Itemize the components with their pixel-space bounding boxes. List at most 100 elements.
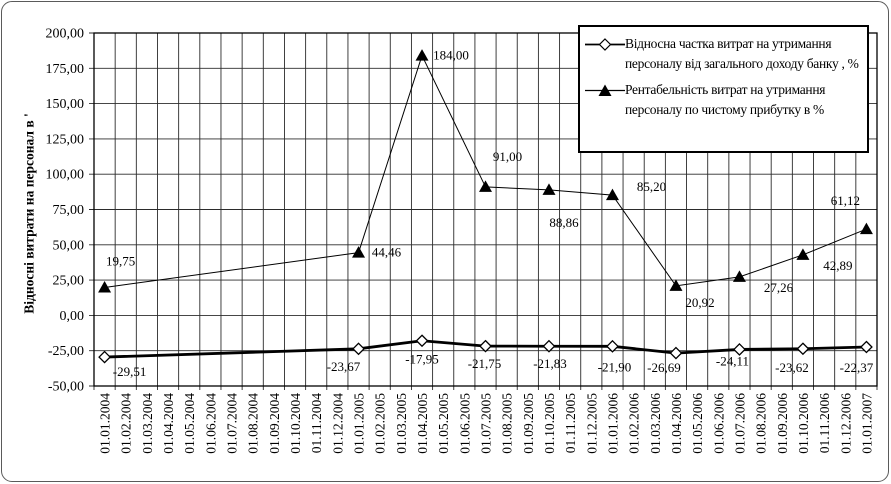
series-line-profitability xyxy=(104,54,867,289)
data-point-marker-diamond xyxy=(733,343,746,356)
data-point-marker-diamond xyxy=(606,339,619,353)
x-axis-tick-label: 01.01.2004 xyxy=(98,393,113,454)
data-point-marker-triangle xyxy=(479,180,492,192)
data-point-marker-triangle xyxy=(352,246,366,258)
data-point-marker-diamond xyxy=(669,346,683,360)
x-axis-tick-label: 01.08.2006 xyxy=(754,393,769,454)
x-axis-tick-label: 01.05.2005 xyxy=(436,393,451,454)
y-axis-tick-label: 0,00 xyxy=(60,309,85,324)
triangle-marker-icon xyxy=(585,84,625,96)
x-axis-tick-label: 01.08.2004 xyxy=(246,393,261,454)
x-axis-tick-label: 01.11.2006 xyxy=(817,393,832,453)
x-axis-tick-label: 01.06.2004 xyxy=(203,393,218,454)
data-point-marker-triangle xyxy=(859,222,873,235)
x-axis-tick-label: 01.08.2005 xyxy=(500,393,515,454)
data-label: -23,67 xyxy=(327,359,361,374)
plot-area-border xyxy=(93,32,878,387)
legend: Відносна частка витрат на утримання перс… xyxy=(578,25,869,153)
y-axis-tick-label: 175,00 xyxy=(46,62,85,77)
x-axis-tick-label: 01.10.2004 xyxy=(288,393,303,454)
data-point-marker-triangle xyxy=(669,279,683,291)
x-axis-tick-label: 01.05.2006 xyxy=(690,393,705,454)
x-axis-tick-label: 01.12.2006 xyxy=(838,393,853,454)
y-axis-tick-label: -25,00 xyxy=(48,344,84,359)
x-axis-tick-label: 01.11.2005 xyxy=(563,393,578,453)
x-axis-tick-label: 01.03.2005 xyxy=(394,393,409,454)
x-axis-tick-label: 01.12.2004 xyxy=(330,393,345,454)
x-axis-tick-label: 01.02.2004 xyxy=(119,393,134,454)
data-point-marker-triangle xyxy=(542,183,556,195)
y-axis-title: Відносні витрати на персонал в ' xyxy=(21,113,37,314)
x-axis-tick-label: 01.06.2005 xyxy=(457,393,472,454)
data-label: 44,46 xyxy=(372,245,402,260)
x-axis-tick-label: 01.05.2004 xyxy=(182,393,197,454)
x-axis-tick-label: 01.09.2004 xyxy=(267,393,282,454)
data-label: 19,75 xyxy=(106,254,135,269)
x-axis-tick-label: 01.01.2007 xyxy=(859,393,874,454)
x-axis-tick-label: 01.02.2005 xyxy=(373,393,388,454)
data-label: 85,20 xyxy=(637,179,666,194)
x-axis-tick-label: 01.07.2006 xyxy=(732,393,747,454)
data-label: -17,95 xyxy=(405,352,439,367)
y-axis-tick-label: 125,00 xyxy=(46,132,85,147)
data-label: 27,26 xyxy=(764,280,794,295)
data-label: -22,37 xyxy=(840,360,874,375)
data-label: 184,00 xyxy=(433,48,469,63)
y-axis-tick-label: 200,00 xyxy=(46,27,85,42)
data-label: -23,62 xyxy=(775,360,809,375)
y-axis-tick-label: 50,00 xyxy=(53,238,85,253)
data-point-marker-diamond xyxy=(859,340,873,354)
y-axis-tick-label: 75,00 xyxy=(53,203,85,218)
x-axis-tick-label: 01.04.2004 xyxy=(161,393,176,454)
legend-item-share: Відносна частка витрат на утримання перс… xyxy=(585,34,865,73)
series-line-share xyxy=(104,339,867,359)
x-axis-tick-label: 01.07.2005 xyxy=(479,393,494,454)
data-point-marker-diamond xyxy=(542,339,556,353)
data-point-marker-diamond xyxy=(98,350,112,364)
x-axis-tick-label: 01.10.2006 xyxy=(796,393,811,454)
x-axis-tick-label: 01.09.2006 xyxy=(775,393,790,454)
legend-label-profitability: Рентабельність витрат на утримання персо… xyxy=(625,82,826,117)
data-point-marker-triangle xyxy=(732,270,746,282)
x-axis-tick-label: 01.03.2006 xyxy=(648,393,663,454)
x-axis-tick-label: 01.04.2005 xyxy=(415,393,430,454)
x-axis-tick-label: 01.01.2005 xyxy=(352,393,367,454)
data-label: -24,11 xyxy=(716,353,749,368)
x-axis-tick-label: 01.10.2005 xyxy=(542,393,557,454)
diamond-marker-icon xyxy=(585,38,625,51)
y-axis-tick-label: 25,00 xyxy=(53,274,85,289)
data-label: -21,75 xyxy=(468,356,502,371)
y-axis-tick-label: 100,00 xyxy=(46,168,85,183)
data-point-marker-triangle xyxy=(796,248,810,260)
data-label: 91,00 xyxy=(493,149,522,164)
data-label: 88,86 xyxy=(549,215,579,230)
x-axis-tick-label: 01.01.2006 xyxy=(605,393,620,454)
data-label: -29,51 xyxy=(113,364,147,379)
data-point-marker-diamond xyxy=(479,339,492,353)
x-axis-tick-label: 01.07.2004 xyxy=(225,393,240,454)
y-axis-tick-label: -50,00 xyxy=(48,380,84,395)
x-axis-tick-label: 01.09.2005 xyxy=(521,393,536,454)
data-label: 20,92 xyxy=(685,295,714,310)
legend-label-share: Відносна частка витрат на утримання перс… xyxy=(625,36,859,71)
x-axis-tick-label: 01.11.2004 xyxy=(309,393,324,453)
data-label: -26,69 xyxy=(647,360,681,375)
data-label: 61,12 xyxy=(831,193,860,208)
data-label: -21,90 xyxy=(598,359,632,374)
y-axis-tick-label: 150,00 xyxy=(46,97,85,112)
data-point-marker-triangle xyxy=(98,281,112,293)
data-point-marker-diamond xyxy=(796,342,810,356)
x-axis-tick-label: 01.04.2006 xyxy=(669,393,684,454)
x-axis-tick-label: 01.12.2005 xyxy=(584,393,599,454)
x-axis-tick-label: 01.03.2004 xyxy=(140,393,155,454)
legend-item-profitability: Рентабельність витрат на утримання персо… xyxy=(585,80,865,119)
x-axis-tick-label: 01.02.2006 xyxy=(627,393,642,454)
data-point-marker-diamond xyxy=(415,334,429,348)
data-point-marker-triangle xyxy=(415,49,429,61)
x-axis-tick-label: 01.06.2006 xyxy=(711,393,726,454)
data-label: -21,83 xyxy=(533,356,567,371)
data-point-marker-triangle xyxy=(605,188,619,201)
data-label: 42,89 xyxy=(823,258,852,273)
data-point-marker-diamond xyxy=(352,342,365,356)
